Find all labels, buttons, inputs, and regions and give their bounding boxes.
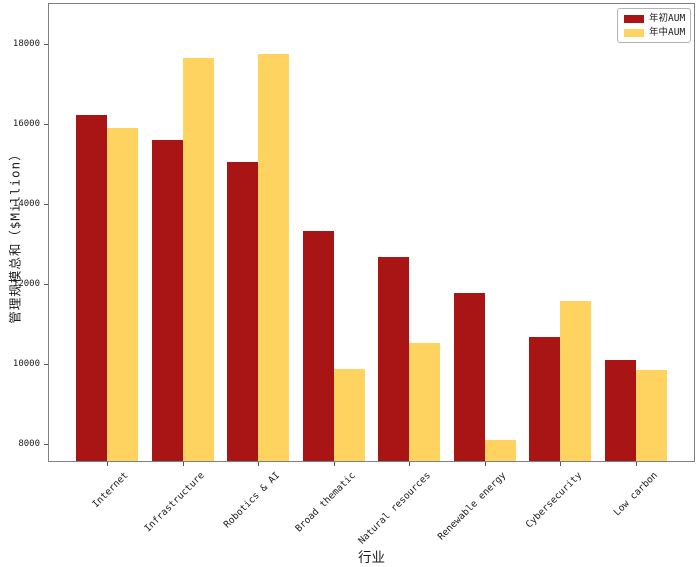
x-tick-mark <box>333 462 335 466</box>
legend-item-mid-aum: 年中AUM <box>624 27 686 38</box>
x-axis-title: 行业 <box>358 550 385 566</box>
y-tick-label: 12000 <box>12 278 40 289</box>
bar-start-aum <box>378 256 410 461</box>
y-tick-label: 8000 <box>18 438 40 449</box>
bar-mid-aum <box>182 58 214 461</box>
bar-start-aum <box>529 337 561 461</box>
x-tick-label: Cybersecurity <box>523 470 585 531</box>
x-tick-label: Infrastructure <box>141 470 207 535</box>
y-tick-mark <box>44 444 48 445</box>
x-tick-mark <box>484 462 486 466</box>
y-tick-mark <box>44 124 48 125</box>
legend-label-mid-aum: 年中AUM <box>649 27 686 38</box>
y-axis-title: 管理规模总和（$Million） <box>7 147 23 324</box>
legend-swatch-mid-aum <box>624 28 644 37</box>
x-tick-label: Renewable energy <box>436 470 509 543</box>
bar-mid-aum <box>409 342 441 461</box>
y-tick-mark <box>44 364 48 365</box>
plot-area <box>48 3 695 462</box>
y-tick-mark <box>44 44 48 45</box>
y-tick-mark <box>44 284 48 285</box>
bar-mid-aum <box>107 128 138 461</box>
legend: 年初AUM 年中AUM <box>617 8 691 43</box>
x-tick-label: Natural resources <box>356 470 434 547</box>
y-tick-mark <box>44 204 48 205</box>
x-tick-mark <box>409 462 411 466</box>
bar-mid-aum <box>636 370 667 461</box>
bar-start-aum <box>227 162 259 461</box>
y-tick-label: 10000 <box>12 358 40 369</box>
x-tick-label: Internet <box>90 470 131 511</box>
x-tick-mark <box>636 462 637 466</box>
x-tick-mark <box>107 462 108 466</box>
legend-label-start-aum: 年初AUM <box>649 13 686 24</box>
x-tick-mark <box>560 462 562 466</box>
bar-start-aum <box>453 292 485 461</box>
legend-swatch-start-aum <box>624 14 644 23</box>
bar-start-aum <box>76 115 107 461</box>
x-tick-mark <box>182 462 184 466</box>
bar-mid-aum <box>560 301 592 461</box>
y-tick-label: 16000 <box>12 118 40 129</box>
bar-mid-aum <box>258 54 290 461</box>
bar-start-aum <box>151 140 183 461</box>
bar-mid-aum <box>333 369 365 461</box>
bar-start-aum <box>302 230 334 461</box>
bar-start-aum <box>605 360 636 461</box>
y-tick-label: 18000 <box>12 38 40 49</box>
x-tick-label: Low carbon <box>611 470 660 519</box>
bar-mid-aum <box>484 440 516 461</box>
y-tick-label: 14000 <box>12 198 40 209</box>
x-tick-mark <box>258 462 260 466</box>
x-tick-label: Robotics & AI <box>221 470 282 531</box>
x-tick-label: Broad thematic <box>293 470 358 535</box>
legend-item-start-aum: 年初AUM <box>624 13 686 24</box>
